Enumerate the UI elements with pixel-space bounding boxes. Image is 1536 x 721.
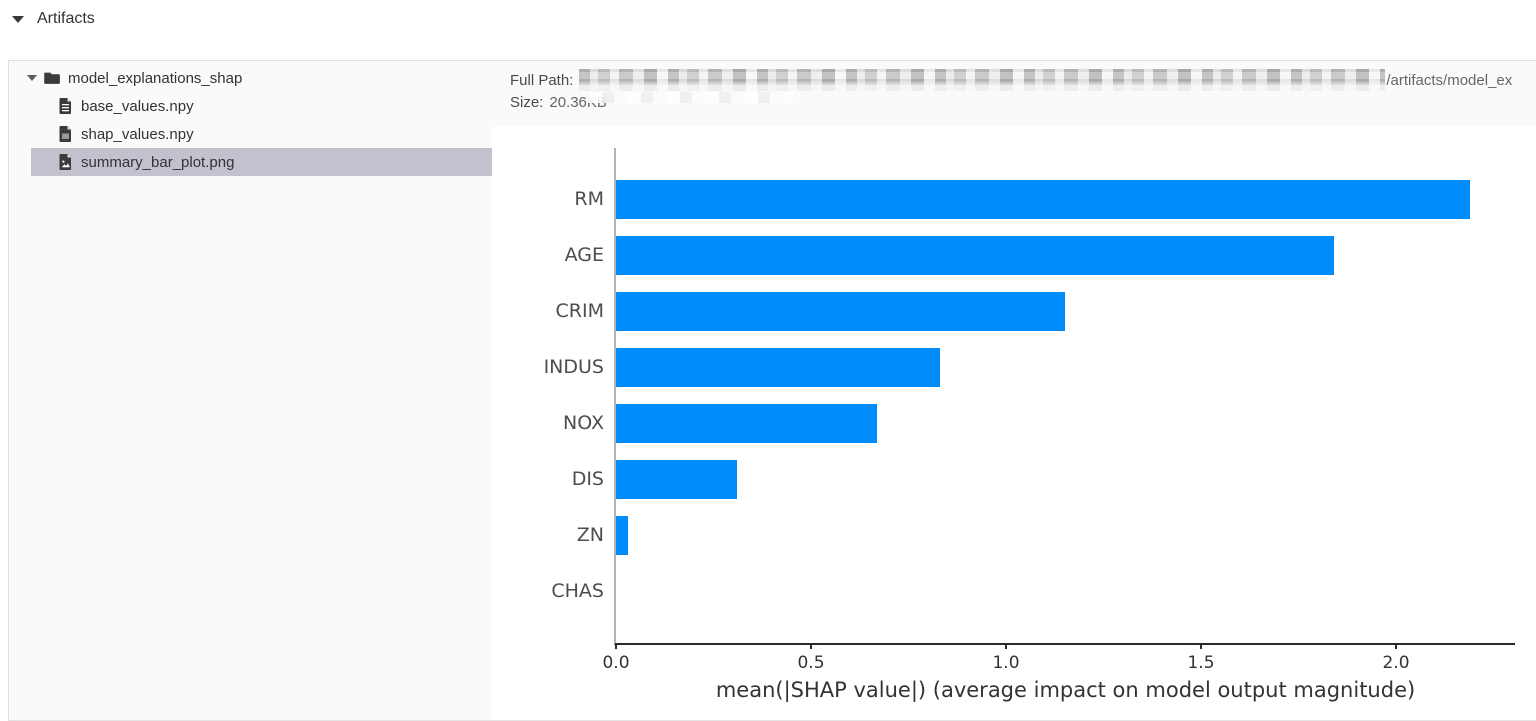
file-image-icon [59,154,71,170]
full-path-suffix: /artifacts/model_ex [1386,71,1513,89]
xtick-label-0.5: 0.5 [797,653,825,673]
xtick-label-0.0: 0.0 [602,653,630,673]
shap-bar-plot: RM AGE CRIM INDUS NOX DIS ZN CHAS 0.0 0.5 1.0 1.5 2.… [544,148,1515,702]
bar-nox [616,403,877,443]
tree-file-label: shap_values.npy [81,125,194,143]
expander-caret-icon[interactable] [27,75,37,81]
bar-age [616,235,1334,275]
tree-file-row-summary-bar-plot[interactable]: summary_bar_plot.png [31,148,492,176]
artifacts-container: model_explanations_shap base_values.npy [8,60,1536,721]
tree-folder-row[interactable]: model_explanations_shap [9,64,492,92]
x-axis-label: mean(|SHAP value|) (average impact on mo… [715,678,1416,702]
artifact-tree-panel: model_explanations_shap base_values.npy [9,61,492,720]
tree-file-label: base_values.npy [81,97,194,115]
full-path-label: Full Path: [510,71,574,89]
artifact-meta: Full Path: /artifacts/model_ex Size: 20.… [492,61,1536,126]
ytick-label-dis: DIS [571,468,604,490]
xtick-mark [1200,643,1202,649]
file-binary-icon [59,126,71,142]
xtick-mark [1005,643,1007,649]
redacted-path-blur-secondary [588,92,793,103]
xtick-label-1.0: 1.0 [992,653,1020,673]
bar-crim [616,291,1065,331]
artifact-preview-panel: Full Path: /artifacts/model_ex Size: 20.… [492,61,1536,720]
size-label: Size: [510,93,544,111]
xtick-mark [1395,643,1397,649]
tree-file-row-shap-values[interactable]: shap_values.npy [9,120,492,148]
bar-rm [616,179,1470,219]
artifacts-title: Artifacts [37,10,95,27]
bar-zn [616,515,628,555]
ytick-label-nox: NOX [563,412,604,434]
ytick-label-age: AGE [564,244,604,266]
file-text-icon [59,98,71,114]
tree-folder-label: model_explanations_shap [68,69,243,87]
ytick-label-rm: RM [574,188,604,210]
xtick-mark [615,643,617,649]
ytick-label-crim: CRIM [555,300,604,322]
tree-file-row-base-values[interactable]: base_values.npy [9,92,492,120]
tree-file-label: summary_bar_plot.png [81,153,235,171]
bar-dis [616,459,737,499]
bar-indus [616,347,940,387]
artifacts-section-header[interactable]: Artifacts [12,10,95,28]
ytick-label-chas: CHAS [551,580,604,602]
xtick-label-2.0: 2.0 [1382,653,1410,673]
folder-icon [44,72,60,84]
ytick-label-zn: ZN [576,524,604,546]
ytick-label-indus: INDUS [543,356,604,378]
xtick-label-1.5: 1.5 [1187,653,1215,673]
full-path-row: Full Path: /artifacts/model_ex [510,69,1536,91]
caret-down-icon[interactable] [12,15,24,23]
shap-summary-bar-figure: RM AGE CRIM INDUS NOX DIS ZN CHAS 0.0 0.5 1.0 1.5 2.… [492,126,1536,720]
redacted-path-blur [579,69,1386,91]
xtick-mark [810,643,812,649]
